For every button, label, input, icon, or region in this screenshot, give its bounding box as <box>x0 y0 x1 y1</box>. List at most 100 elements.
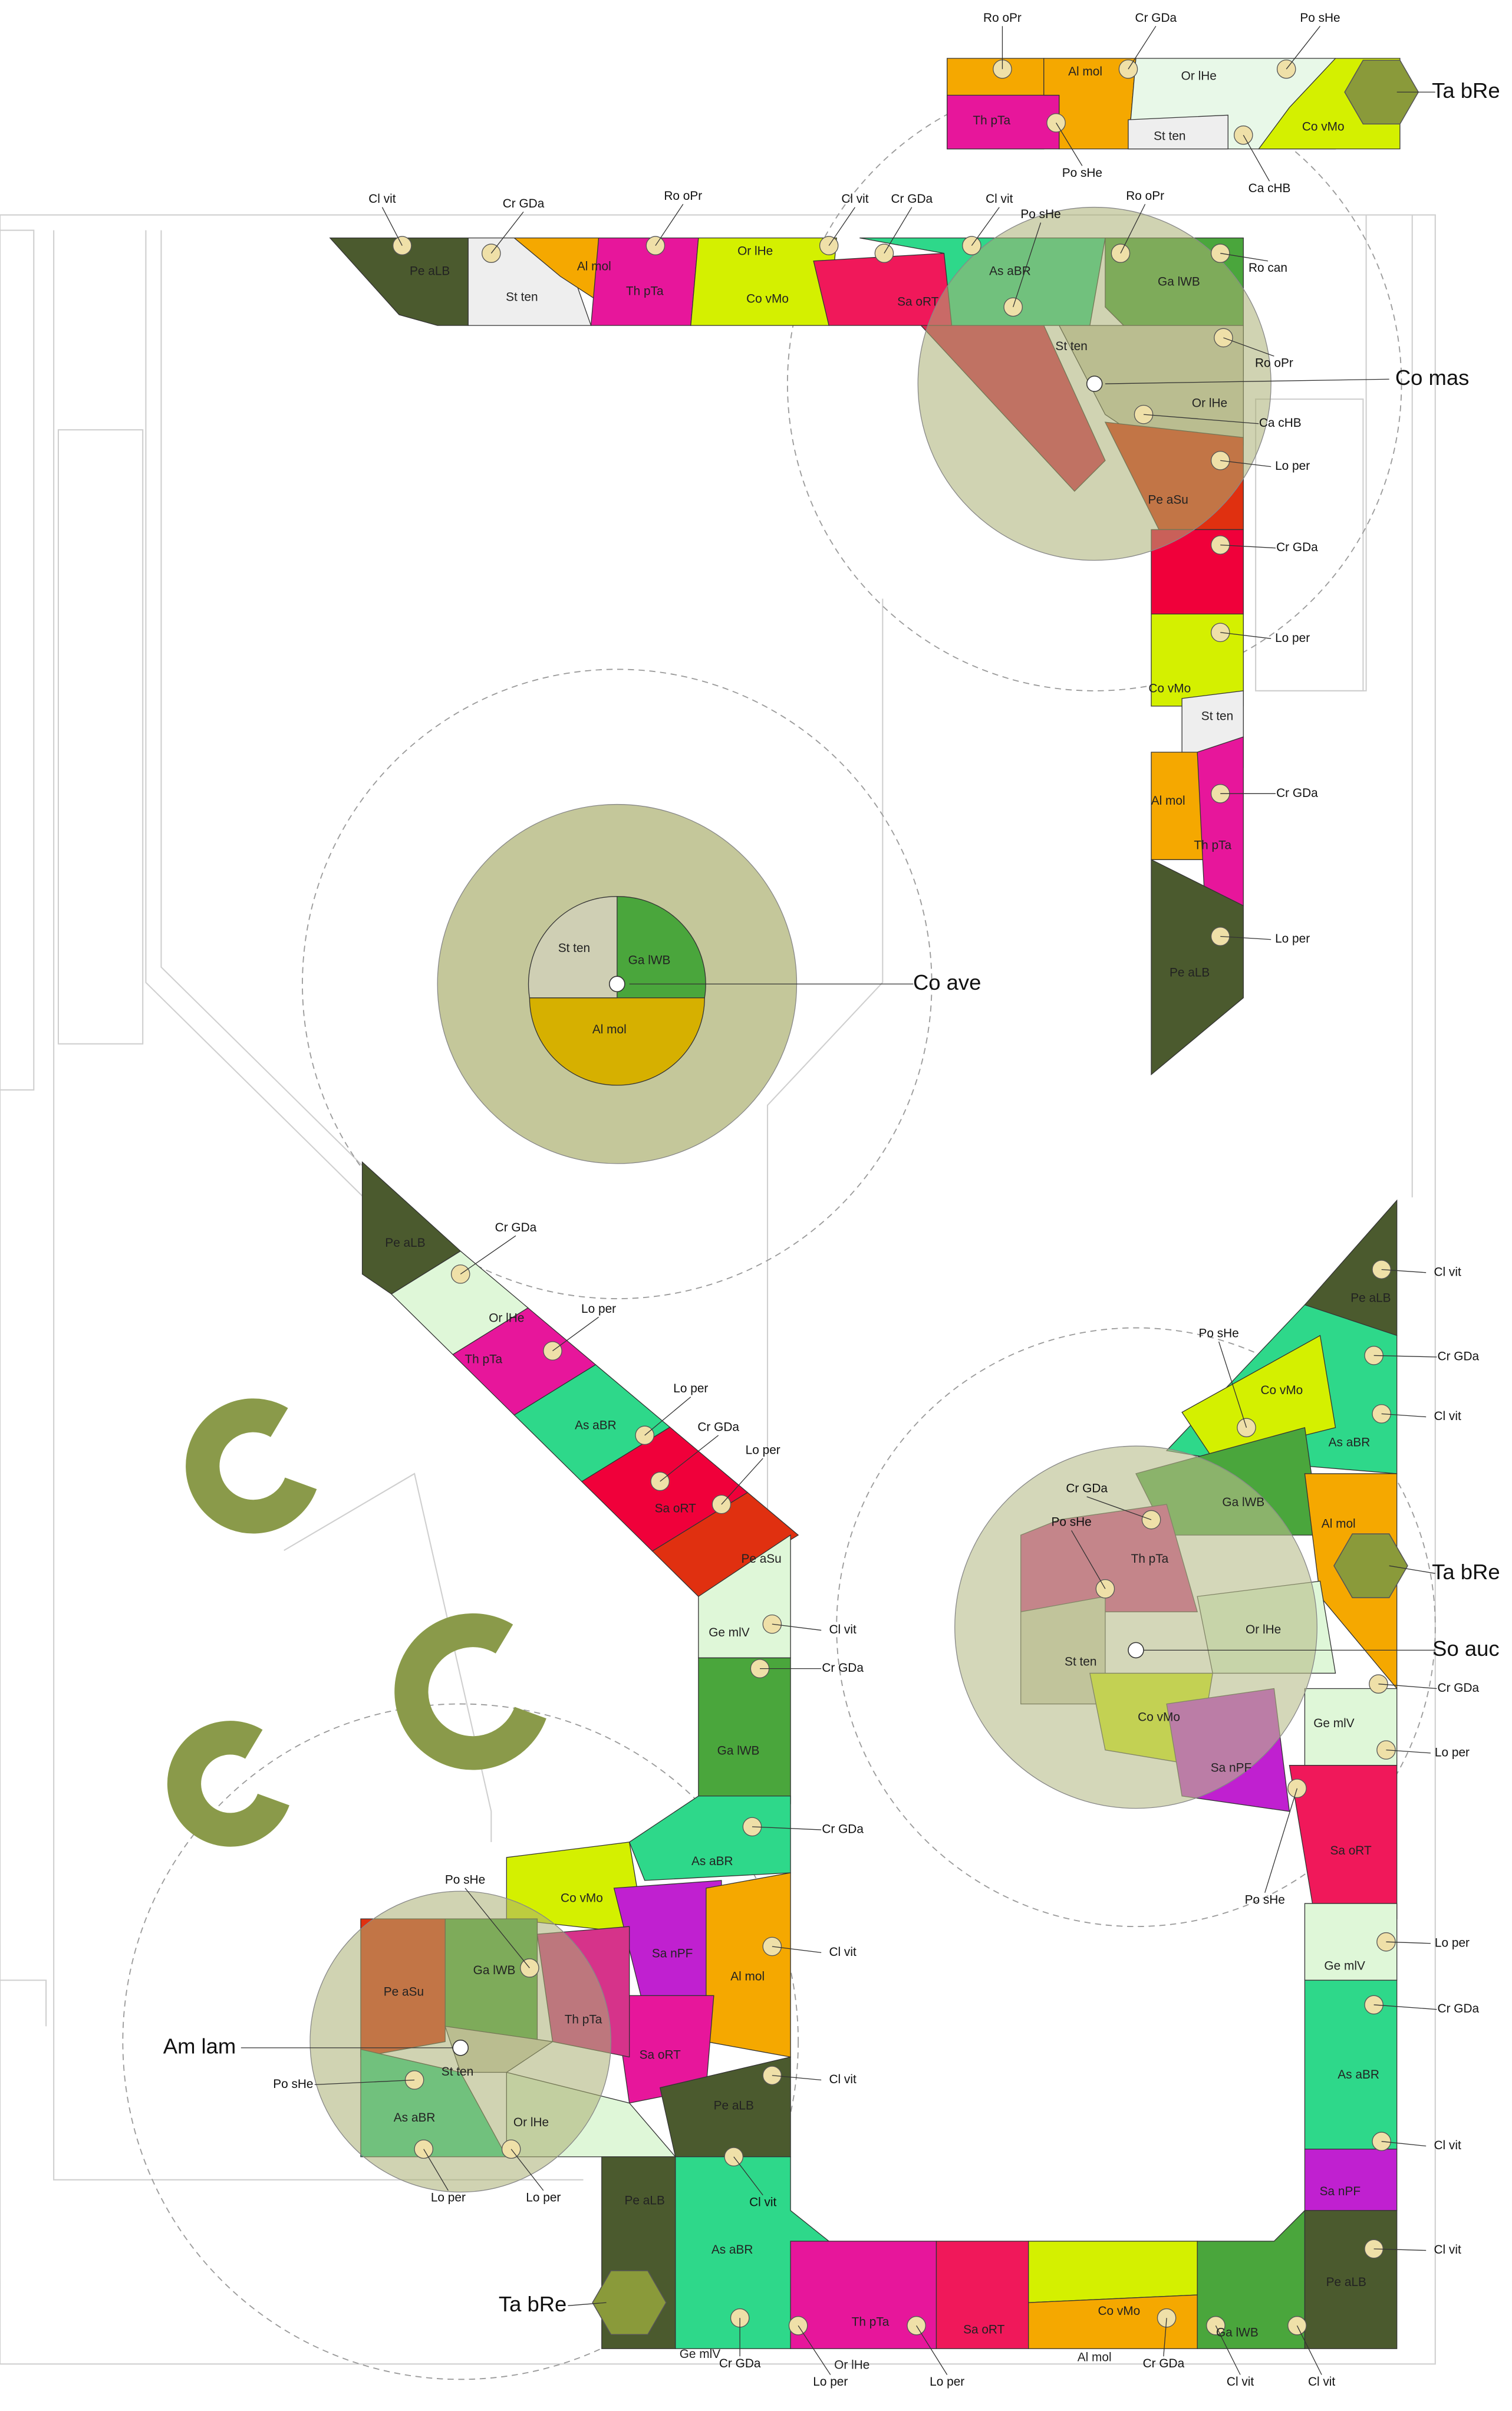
callout-label: Cr GDa <box>1438 2002 1480 2015</box>
callout-label: Cr GDa <box>822 1661 864 1675</box>
building-edge <box>0 230 34 1090</box>
callout-label: Cl vit <box>1434 2243 1461 2257</box>
plant-tag: Ta bRe <box>1432 78 1500 103</box>
callout-label: Cr GDa <box>719 2357 761 2370</box>
callout-label: Cl vit <box>1434 1409 1461 1423</box>
door-swing <box>0 1980 46 2026</box>
plant-tag: Ta bRe <box>1432 1560 1500 1584</box>
zone-label: Or lHe <box>489 1311 524 1325</box>
callout-label: Ca cHB <box>1259 416 1302 430</box>
planting-zone <box>1029 2241 1197 2303</box>
planting-zone <box>614 1880 722 2011</box>
callout-label: Po sHe <box>1020 207 1060 221</box>
callout-label: Cl vit <box>368 192 396 206</box>
zone-label: Ge mlV <box>680 2347 721 2361</box>
callout-label: Ro oPr <box>983 11 1022 25</box>
zone-label: St ten <box>1154 129 1185 143</box>
zone-label: Al mol <box>1151 794 1185 808</box>
callout-label: Cr GDa <box>503 197 545 210</box>
callout-label: Ca cHB <box>1249 182 1291 195</box>
zone-label: Ga lWB <box>717 1744 760 1758</box>
zone-label: Th pTa <box>1194 838 1231 852</box>
callout-label: Cr GDa <box>1135 11 1177 25</box>
zone-label: Sa nPF <box>1320 2185 1361 2198</box>
callout-label: Lo per <box>746 1443 780 1457</box>
callout-label: Po sHe <box>1198 1326 1238 1340</box>
zone-label: Al mol <box>1322 1517 1356 1530</box>
plant-symbol <box>907 2317 925 2335</box>
callout-label: Po sHe <box>445 1873 485 1887</box>
zone-label: As aBR <box>1338 2068 1379 2081</box>
zone-label: Or lHe <box>834 2358 869 2372</box>
callout-label: Cr GDa <box>697 1420 739 1434</box>
zone-label: Co vMo <box>1261 1384 1303 1397</box>
callout-label: Lo per <box>813 2375 848 2389</box>
zone-label: St ten <box>1201 710 1233 723</box>
zone-label: Al mol <box>592 1023 627 1036</box>
zone-label: Pe aSu <box>384 1985 424 1999</box>
callout-label: Lo per <box>431 2191 466 2205</box>
zone-label: Sa oRT <box>963 2323 1005 2336</box>
hedge-arc <box>171 1725 289 1843</box>
planting-zone <box>1305 2149 1396 2211</box>
zone-label: Sa oRT <box>897 295 939 309</box>
zone-label: St ten <box>1065 1655 1096 1669</box>
zone-label: Co vMo <box>1302 120 1345 134</box>
zone-label: St ten <box>558 941 590 955</box>
zone-label: As aBR <box>394 2111 436 2125</box>
callout-label: Cr GDa <box>1438 1350 1480 1363</box>
zone-label: As aBR <box>989 264 1031 278</box>
callout-label: Cl vit <box>1227 2375 1254 2389</box>
zone-label: Th pTa <box>1131 1552 1169 1566</box>
planting-zone <box>591 238 699 325</box>
zone-label: Th pTa <box>973 114 1010 127</box>
callout-label: Cr GDa <box>1066 1481 1108 1495</box>
zone-label: Ga lWB <box>473 1964 516 1977</box>
leader-line <box>829 207 855 246</box>
zone-label: Ga lWB <box>1222 1496 1264 1509</box>
callout-label: Cl vit <box>829 1945 856 1959</box>
callout-label: Cl vit <box>749 2195 776 2209</box>
zone-label: Co vMo <box>1138 1710 1180 1724</box>
callout-label: Cr GDa <box>1276 541 1318 554</box>
planting-zone <box>1197 737 1243 905</box>
zone-label: Pe aSu <box>1148 493 1188 506</box>
plant-tag: So auc <box>1432 1636 1499 1661</box>
zone-label: As aBR <box>1329 1435 1371 1449</box>
plant-symbol <box>1237 1418 1256 1437</box>
planting-plan: Ta bReCo masCo aveTa bReSo aucAm lamTa b… <box>0 0 1512 2411</box>
callout-label: Cr GDa <box>1276 786 1318 800</box>
stair-line <box>1259 215 1366 691</box>
zone-label: Th pTa <box>465 1353 502 1366</box>
beds <box>123 58 1435 2379</box>
zone-label: Sa nPF <box>1211 1761 1251 1774</box>
zone-label: Sa oRT <box>1330 1844 1372 1857</box>
plant-symbol <box>1288 1779 1306 1797</box>
zone-label: Th pTa <box>852 2315 890 2328</box>
plant-tag: Ta bRe <box>499 2292 566 2316</box>
zone-label: Pe aLB <box>625 2194 665 2208</box>
tree-trunk <box>453 2040 468 2056</box>
plant-symbol <box>1288 2317 1306 2335</box>
callout-label: Lo per <box>1435 1745 1470 1759</box>
zone-label: As aBR <box>711 2243 753 2257</box>
zone-label: Ge mlV <box>1324 1959 1365 1972</box>
zone-label: Pe aSu <box>741 1552 781 1566</box>
leader-line <box>460 1236 516 1274</box>
zone-label: Ga lWB <box>1158 275 1200 289</box>
zone-label: Ga lWB <box>628 954 671 967</box>
planting-zone <box>699 1658 790 1803</box>
callout-label: Cl vit <box>986 192 1013 206</box>
zone-label: Pe aLB <box>714 2099 754 2112</box>
plant-symbol <box>763 2066 781 2084</box>
zone-label: Al mol <box>730 1970 765 1984</box>
zone-label: Sa oRT <box>640 2048 681 2061</box>
callout-label: Cr GDa <box>891 192 933 206</box>
plant-tag: Am lam <box>163 2034 236 2058</box>
callout-label: Lo per <box>1275 459 1310 473</box>
tree-trunk <box>610 976 625 992</box>
zone-label: Sa nPF <box>652 1947 693 1961</box>
zone-label: Or lHe <box>513 2116 549 2129</box>
zone-label: Ge mlV <box>1313 1717 1355 1730</box>
callout-label: Cr GDa <box>495 1221 537 1234</box>
